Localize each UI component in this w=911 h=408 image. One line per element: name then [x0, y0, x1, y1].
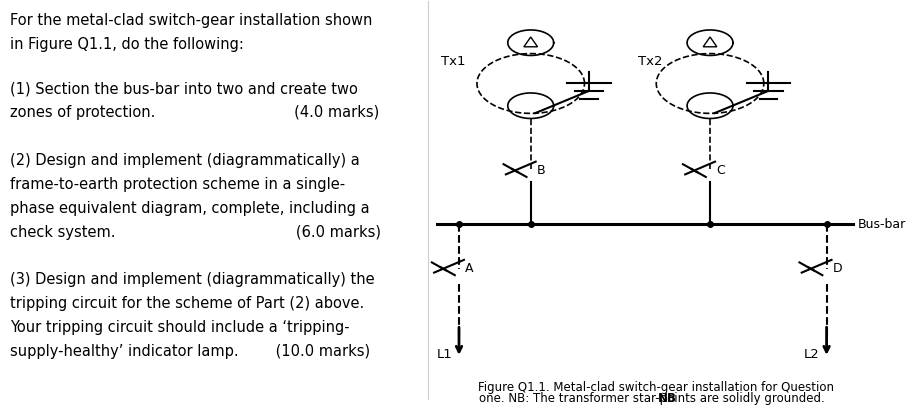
Text: Tx2: Tx2 — [638, 55, 662, 68]
Text: zones of protection.                              (4.0 marks): zones of protection. (4.0 marks) — [10, 105, 379, 120]
Text: check system.                                       (6.0 marks): check system. (6.0 marks) — [10, 224, 381, 239]
Text: Your tripping circuit should include a ‘tripping-: Your tripping circuit should include a ‘… — [10, 320, 350, 335]
Text: (3) Design and implement (diagrammatically) the: (3) Design and implement (diagrammatical… — [10, 273, 374, 287]
Text: D: D — [832, 262, 842, 275]
Text: A: A — [465, 262, 473, 275]
Text: frame-to-earth protection scheme in a single-: frame-to-earth protection scheme in a si… — [10, 177, 345, 192]
Text: For the metal-clad switch-gear installation shown: For the metal-clad switch-gear installat… — [10, 13, 373, 28]
Text: L1: L1 — [436, 348, 452, 361]
Text: Tx1: Tx1 — [441, 55, 465, 68]
Text: (1) Section the bus-bar into two and create two: (1) Section the bus-bar into two and cre… — [10, 81, 358, 96]
Text: phase equivalent diagram, complete, including a: phase equivalent diagram, complete, incl… — [10, 201, 369, 216]
Text: one. NB: The transformer star-points are solidly grounded.: one. NB: The transformer star-points are… — [478, 392, 824, 405]
Text: supply-healthy’ indicator lamp.        (10.0 marks): supply-healthy’ indicator lamp. (10.0 ma… — [10, 344, 370, 359]
Text: in Figure Q1.1, do the following:: in Figure Q1.1, do the following: — [10, 37, 244, 52]
Text: (2) Design and implement (diagrammatically) a: (2) Design and implement (diagrammatical… — [10, 153, 360, 168]
Text: Bus-bar: Bus-bar — [857, 218, 906, 231]
Text: NB: NB — [658, 392, 677, 405]
Text: tripping circuit for the scheme of Part (2) above.: tripping circuit for the scheme of Part … — [10, 296, 364, 311]
Text: B: B — [537, 164, 545, 177]
Text: C: C — [715, 164, 724, 177]
Text: L2: L2 — [804, 348, 819, 361]
Text: Figure Q1.1. Metal-clad switch-gear installation for Question: Figure Q1.1. Metal-clad switch-gear inst… — [477, 381, 834, 394]
